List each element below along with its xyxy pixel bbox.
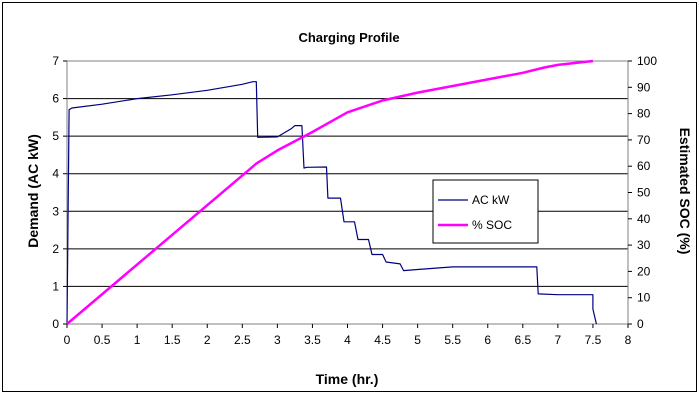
plot-area — [67, 61, 628, 324]
y2-tick-label: 50 — [637, 186, 651, 200]
x-tick-label: 8 — [625, 333, 632, 347]
y2-tick-label: 20 — [637, 264, 651, 278]
y2-tick-label: 80 — [637, 107, 651, 121]
x-tick-label: 4 — [344, 333, 351, 347]
x-tick-label: 3 — [274, 333, 281, 347]
legend: AC kW % SOC — [432, 179, 539, 244]
x-tick-label: 2 — [204, 333, 211, 347]
y-tick-label: 6 — [52, 92, 59, 106]
x-tick-label: 1.5 — [164, 333, 181, 347]
x-tick-label: 6 — [484, 333, 491, 347]
right-axis-ticks: 0 10 20 30 40 50 60 70 80 90 100 — [628, 54, 657, 331]
series-line-soc — [66, 59, 594, 325]
legend-box — [432, 179, 539, 244]
x-axis-label: Time (hr.) — [316, 371, 379, 387]
left-axis-ticks: 0 1 2 3 4 5 6 7 — [52, 54, 67, 331]
y-tick-label: 2 — [52, 242, 59, 256]
y2-axis-label: Estimated SOC (%) — [677, 128, 693, 255]
x-tick-label: 0.5 — [94, 333, 111, 347]
y2-tick-label: 30 — [637, 238, 651, 252]
x-tick-label: 7 — [555, 333, 562, 347]
series-line-ac-kw — [66, 81, 597, 325]
y-tick-label: 0 — [52, 317, 59, 331]
x-tick-label: 3.5 — [304, 333, 321, 347]
y-tick-label: 5 — [52, 129, 59, 143]
series-lines — [66, 59, 597, 325]
gridlines — [67, 98, 628, 287]
legend-label-soc: % SOC — [472, 218, 512, 232]
y-tick-label: 1 — [52, 279, 59, 293]
x-tick-label: 1 — [134, 333, 141, 347]
x-tick-label: 0 — [64, 333, 71, 347]
y2-tick-label: 60 — [637, 159, 651, 173]
x-tick-label: 5 — [414, 333, 421, 347]
x-tick-label: 2.5 — [234, 333, 251, 347]
y-tick-label: 3 — [52, 204, 59, 218]
x-tick-label: 5.5 — [444, 333, 461, 347]
y2-tick-label: 10 — [637, 291, 651, 305]
x-tick-label: 6.5 — [514, 333, 531, 347]
y-tick-label: 4 — [52, 167, 59, 181]
x-tick-label: 4.5 — [374, 333, 391, 347]
x-axis-ticks: 0 0.5 1 1.5 2 2.5 3 3.5 4 4.5 5 5.5 6 6.5 7 7.5 8 — [64, 324, 632, 347]
y-tick-label: 7 — [52, 54, 59, 68]
legend-label-ac-kw: AC kW — [472, 193, 510, 207]
y2-tick-label: 0 — [637, 317, 644, 331]
x-tick-label: 7.5 — [585, 333, 602, 347]
chart-title: Charging Profile — [298, 30, 399, 45]
y2-tick-label: 40 — [637, 212, 651, 226]
y2-tick-label: 100 — [637, 54, 657, 68]
y-axis-label: Demand (AC kW) — [25, 134, 41, 248]
y2-tick-label: 70 — [637, 133, 651, 147]
y2-tick-label: 90 — [637, 80, 651, 94]
